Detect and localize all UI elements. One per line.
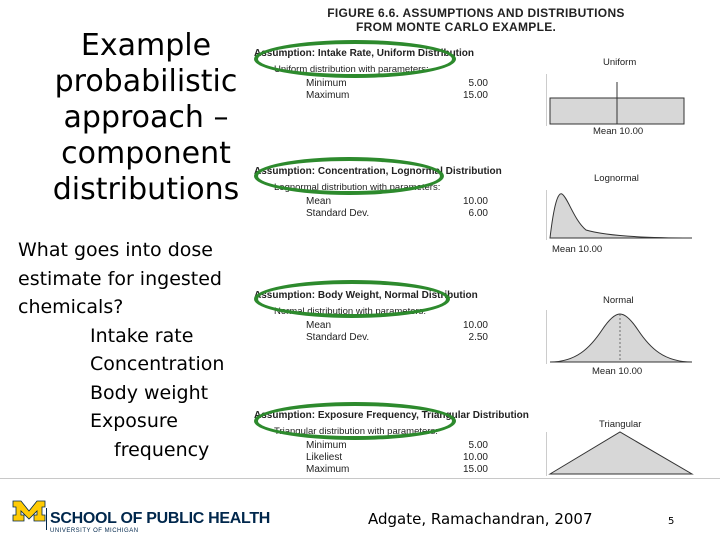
param-name: Standard Dev. bbox=[306, 208, 370, 219]
lognormal-chart bbox=[546, 190, 693, 240]
chart-label: Normal bbox=[603, 295, 634, 306]
block-m-logo bbox=[12, 500, 46, 522]
param-value: 5.00 bbox=[468, 78, 488, 89]
figure-title: FIGURE 6.6. ASSUMPTIONS AND DISTRIBUTION… bbox=[316, 6, 636, 35]
param-name: Maximum bbox=[306, 464, 350, 475]
parameter-list: Mean 10.00 Standard Dev. 6.00 bbox=[306, 196, 488, 220]
highlight-oval bbox=[254, 40, 456, 78]
parameter-list: Mean 10.00 Standard Dev. 2.50 bbox=[306, 320, 488, 344]
param-name: Standard Dev. bbox=[306, 332, 370, 343]
param-value: 6.00 bbox=[468, 208, 488, 219]
question-text: What goes into dose estimate for ingeste… bbox=[18, 239, 222, 318]
footer-divider bbox=[0, 478, 720, 479]
list-item: Concentration bbox=[90, 353, 225, 375]
parameter-list: Minimum 5.00 Maximum 15.00 bbox=[306, 78, 488, 102]
list-item: Exposure bbox=[90, 410, 178, 432]
param-name: Minimum bbox=[306, 78, 347, 89]
university-name: UNIVERSITY OF MICHIGAN bbox=[50, 528, 139, 534]
param-value: 2.50 bbox=[468, 332, 488, 343]
slide-title: Example probabilistic approach – compone… bbox=[52, 28, 240, 207]
figure-title-line2: FROM MONTE CARLO EXAMPLE. bbox=[356, 20, 557, 35]
school-name: SCHOOL OF PUBLIC HEALTH bbox=[50, 510, 271, 527]
citation: Adgate, Ramachandran, 2007 bbox=[368, 510, 593, 528]
list-item: Intake rate bbox=[90, 324, 194, 347]
normal-chart bbox=[546, 310, 693, 364]
chart-label: Lognormal bbox=[594, 173, 639, 184]
highlight-oval bbox=[254, 402, 456, 440]
triangular-chart bbox=[546, 431, 694, 476]
chart-label: Uniform bbox=[603, 57, 637, 68]
triangular-density-shape bbox=[548, 431, 694, 475]
parameter-list: Minimum 5.00 Likeliest 10.00 Maximum 15.00 bbox=[306, 440, 488, 476]
param-value: 10.00 bbox=[462, 320, 488, 331]
highlight-oval bbox=[254, 157, 444, 195]
param-value: 5.00 bbox=[468, 440, 488, 451]
logo-divider bbox=[46, 508, 47, 530]
lognormal-density-curve bbox=[549, 193, 693, 239]
slide-footer: SCHOOL OF PUBLIC HEALTH UNIVERSITY OF MI… bbox=[0, 478, 720, 540]
mean-label: Mean 10.00 bbox=[592, 366, 643, 377]
param-value: 10.00 bbox=[462, 196, 488, 207]
param-name: Likeliest bbox=[306, 452, 343, 463]
list-item: Body weight bbox=[90, 381, 209, 404]
param-name: Maximum bbox=[306, 90, 350, 101]
figure-image: FIGURE 6.6. ASSUMPTIONS AND DISTRIBUTION… bbox=[248, 0, 720, 480]
highlight-oval bbox=[254, 280, 450, 318]
list-item: frequency bbox=[114, 438, 210, 461]
param-value: 15.00 bbox=[462, 90, 488, 101]
figure-title-line1: FIGURE 6.6. ASSUMPTIONS AND DISTRIBUTION… bbox=[327, 6, 625, 20]
param-value: 15.00 bbox=[462, 464, 488, 475]
mean-label: Mean 10.00 bbox=[593, 126, 644, 137]
slide-body: What goes into dose estimate for ingeste… bbox=[18, 236, 254, 464]
param-name: Mean bbox=[306, 196, 332, 207]
mean-label: Mean 10.00 bbox=[552, 244, 603, 255]
uniform-chart bbox=[546, 74, 685, 126]
param-value: 10.00 bbox=[462, 452, 488, 463]
param-name: Minimum bbox=[306, 440, 347, 451]
chart-label: Triangular bbox=[599, 419, 642, 430]
normal-density-curve bbox=[549, 313, 693, 363]
param-name: Mean bbox=[306, 320, 332, 331]
page-number: 5 bbox=[668, 516, 675, 527]
